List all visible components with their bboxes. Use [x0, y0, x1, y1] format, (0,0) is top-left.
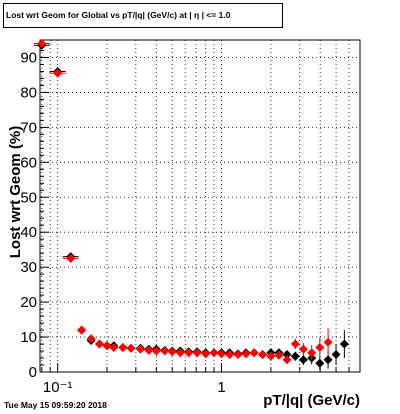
data-point: [274, 350, 284, 360]
data-point: [241, 349, 251, 359]
data-point: [282, 355, 292, 365]
data-point: [258, 350, 268, 360]
data-points: [33, 38, 349, 371]
x-axis-label: pT/|q| (GeV/c): [263, 392, 360, 409]
y-tick-label: 20: [20, 294, 37, 311]
y-tick-label: 30: [20, 259, 37, 276]
data-point: [290, 339, 300, 349]
data-point: [307, 348, 317, 358]
data-point: [315, 343, 325, 353]
data-point: [249, 348, 259, 358]
data-point: [167, 347, 177, 357]
data-point: [233, 350, 243, 360]
y-tick-label: 40: [20, 224, 37, 241]
data-point: [225, 350, 235, 360]
data-point: [282, 350, 292, 360]
y-tick-label: 50: [20, 189, 37, 206]
axes: 0 10 20 30 40 50 60 70 80 90 10⁻¹ 1: [20, 42, 361, 396]
data-point: [135, 344, 145, 354]
data-point: [160, 346, 170, 356]
data-point: [323, 355, 333, 365]
x-tick-label: 10⁻¹: [43, 379, 73, 396]
data-point: [37, 38, 47, 48]
data-point: [266, 351, 276, 361]
series-red: [33, 38, 333, 365]
data-point: [184, 348, 194, 358]
chart-title: Lost wrt Geom for Global vs pT/|q| (GeV/…: [3, 3, 283, 28]
data-point: [290, 351, 300, 361]
data-point: [217, 349, 227, 359]
data-point: [77, 325, 87, 335]
data-point: [209, 348, 219, 358]
data-point: [144, 345, 154, 355]
data-point: [151, 346, 161, 356]
data-point: [331, 350, 341, 360]
data-point: [315, 358, 325, 368]
data-point: [66, 253, 76, 263]
grid-lines: [40, 40, 361, 372]
data-point: [95, 339, 105, 349]
data-point: [118, 343, 128, 353]
y-tick-label: 80: [20, 84, 37, 101]
data-point: [109, 343, 119, 353]
data-point: [86, 334, 96, 344]
data-point: [201, 349, 211, 359]
data-point: [192, 348, 202, 358]
data-point: [126, 343, 136, 353]
plot-frame: [39, 39, 361, 373]
x-tick-label: 1: [217, 379, 225, 396]
data-point: [323, 337, 333, 347]
data-point: [102, 341, 112, 351]
y-axis-label: Lost wrt Geom (%): [7, 126, 24, 259]
y-tick-label: 60: [20, 154, 37, 171]
y-tick-label: 10: [20, 329, 37, 346]
data-point: [53, 68, 63, 78]
y-tick-label: 0: [29, 364, 37, 381]
data-point: [339, 339, 349, 349]
series-black: [33, 40, 349, 371]
data-point: [298, 344, 308, 354]
data-point: [298, 355, 308, 365]
timestamp: Tue May 15 09:59:20 2018: [4, 400, 107, 410]
data-point: [175, 348, 185, 358]
y-tick-label: 90: [20, 49, 37, 66]
y-tick-label: 70: [20, 119, 37, 136]
